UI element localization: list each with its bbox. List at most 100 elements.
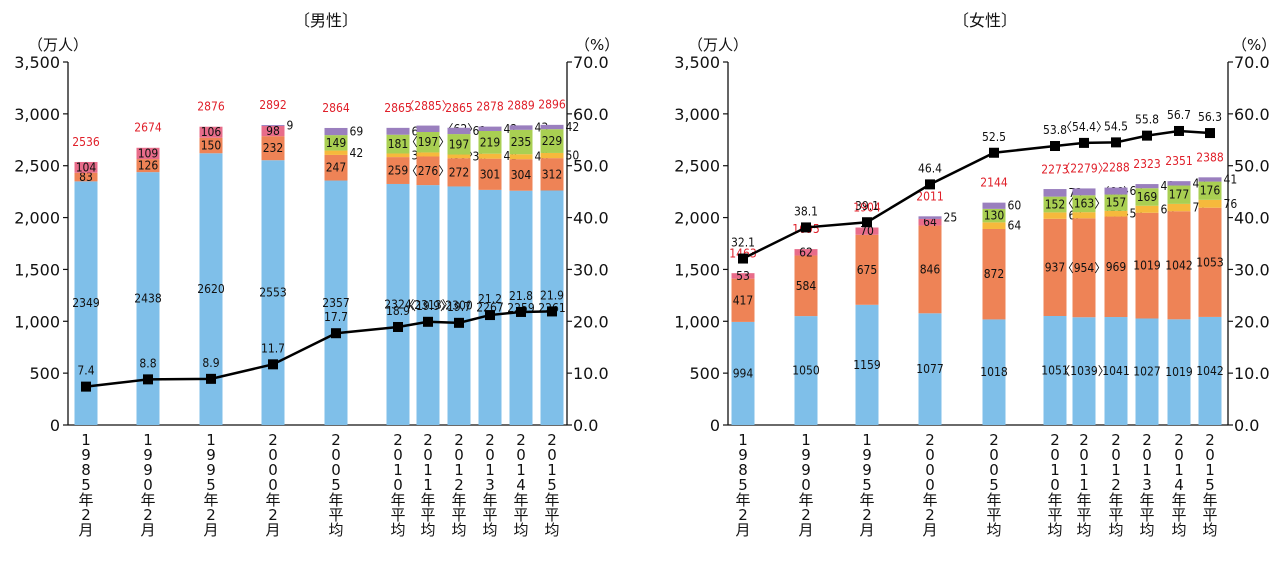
bar-segment	[918, 216, 942, 219]
bar-segment-label: 62	[799, 245, 813, 259]
bar-segment-label: 109	[138, 146, 159, 160]
x-category-label-char: 1	[81, 431, 91, 449]
x-category-label-char: 平	[544, 506, 559, 524]
x-category-label-char: 2	[1174, 431, 1184, 449]
ratio-point	[81, 381, 91, 392]
bar-segment	[136, 147, 160, 160]
bar-segment	[509, 125, 533, 130]
bar-segment-label: 1027	[1133, 365, 1160, 379]
x-category-label-char: 2	[738, 506, 748, 524]
x-category-label-char: 均	[1108, 521, 1123, 539]
x-category-label-char: 年	[140, 491, 155, 509]
right-tick-label: 50.0	[573, 157, 609, 176]
bar-segment	[324, 180, 348, 425]
bar-segment	[794, 255, 818, 317]
ratio-point	[1050, 141, 1060, 152]
x-category-label-char: 2	[1079, 431, 1089, 449]
bar-segment	[386, 157, 410, 184]
left-tick-label: 0	[710, 416, 720, 435]
x-category-label-char: 平	[482, 506, 497, 524]
x-category-label-char: 1	[423, 461, 433, 479]
bar-segment	[731, 321, 755, 425]
ratio-point	[547, 306, 557, 317]
x-category-label-char: 9	[738, 446, 748, 464]
bar-segment	[1135, 318, 1159, 425]
x-category-label-char: 年	[203, 491, 218, 509]
x-category-label-char: 0	[268, 461, 278, 479]
bar-segment-label: 53	[736, 269, 750, 283]
x-category-label-char: 0	[268, 446, 278, 464]
bar-segment-label: 969	[1106, 260, 1127, 274]
x-category-label-char: 年	[78, 491, 93, 509]
x-category-label-char: 2	[1205, 431, 1215, 449]
bar-segment-label: 169	[1137, 190, 1158, 204]
bar-segment-label: 〈276〉	[406, 164, 451, 178]
bar-segment	[540, 124, 564, 130]
x-category-label-char: 年	[1202, 491, 1217, 509]
x-category-label-char: 平	[1171, 506, 1186, 524]
bar-segment-label: 2553	[259, 286, 286, 300]
bar-segment	[982, 202, 1006, 209]
bar-segment	[1104, 216, 1128, 318]
right-tick-label: 70.0	[1234, 53, 1270, 72]
x-category-label-char: 2	[143, 506, 153, 524]
bar-segment-label: 42	[566, 120, 580, 134]
x-category-label-char: 0	[1142, 446, 1152, 464]
ratio-point	[1174, 125, 1184, 136]
bar-segment-label: 232	[263, 141, 284, 155]
bar-segment-label: 50	[566, 149, 580, 163]
bar-segment	[1072, 317, 1096, 425]
x-category-label-char: 0	[331, 446, 341, 464]
x-category-label-char: 0	[423, 446, 433, 464]
bar-segment	[855, 304, 879, 425]
x-category-label-char: 平	[451, 506, 466, 524]
bar-segment	[794, 316, 818, 425]
ratio-label: 7.4	[77, 364, 94, 378]
right-tick-label: 60.0	[573, 105, 609, 124]
x-category-label-char: 平	[420, 506, 435, 524]
x-category-label-char: 9	[801, 461, 811, 479]
ratio-point	[989, 147, 999, 158]
bar-segment-label: 2357	[322, 296, 349, 310]
right-tick-label: 40.0	[573, 209, 609, 228]
left-axis-unit: （万人）	[28, 36, 88, 54]
x-category-label-char: 0	[143, 476, 153, 494]
left-tick-label: 1,500	[674, 260, 720, 279]
bar-segment-label: 1077	[916, 362, 943, 376]
x-category-label-char: 年	[420, 491, 435, 509]
bar-segment	[982, 319, 1006, 425]
bar-segment	[416, 185, 440, 425]
x-category-label-char: 2	[862, 506, 872, 524]
x-category-label-char: 平	[1202, 506, 1217, 524]
bar-segment	[1043, 189, 1067, 197]
ratio-label: 56.7	[1167, 108, 1191, 122]
bar-segment	[855, 234, 879, 305]
x-category-label-char: 均	[1076, 521, 1091, 539]
bar-segment-label: 197	[449, 137, 470, 151]
bar-segment	[1043, 218, 1067, 316]
bar-total-label: 2536	[72, 135, 100, 149]
x-category-label-char: 平	[1108, 506, 1123, 524]
bar-segment	[74, 172, 98, 182]
ratio-point	[206, 373, 216, 384]
bar-segment	[416, 125, 440, 133]
bar-segment-label: 1159	[853, 358, 881, 372]
bar-segment	[478, 189, 502, 425]
bar-segment-label: 584	[796, 279, 817, 293]
left-tick-label: 3,000	[14, 105, 60, 124]
bar-segment-label: 417	[733, 293, 754, 307]
x-category-label-char: 9	[862, 461, 872, 479]
x-category-label-char: 2	[268, 431, 278, 449]
bar-total-label: 2889	[507, 98, 535, 112]
x-category-label-char: 1	[485, 461, 495, 479]
bar-segment-label: 229	[542, 134, 563, 148]
bar-segment	[731, 278, 755, 322]
x-category-label-char: 均	[986, 521, 1001, 539]
bar-total-label: 1463	[729, 246, 756, 260]
bar-segment-label: 〈197〉	[406, 135, 451, 149]
bar-segment-label: 60	[1008, 199, 1022, 213]
ratio-label: 21.9	[540, 288, 564, 302]
bar-segment	[74, 181, 98, 425]
x-category-label-char: 年	[922, 491, 937, 509]
x-category-label-char: 均	[513, 521, 528, 539]
